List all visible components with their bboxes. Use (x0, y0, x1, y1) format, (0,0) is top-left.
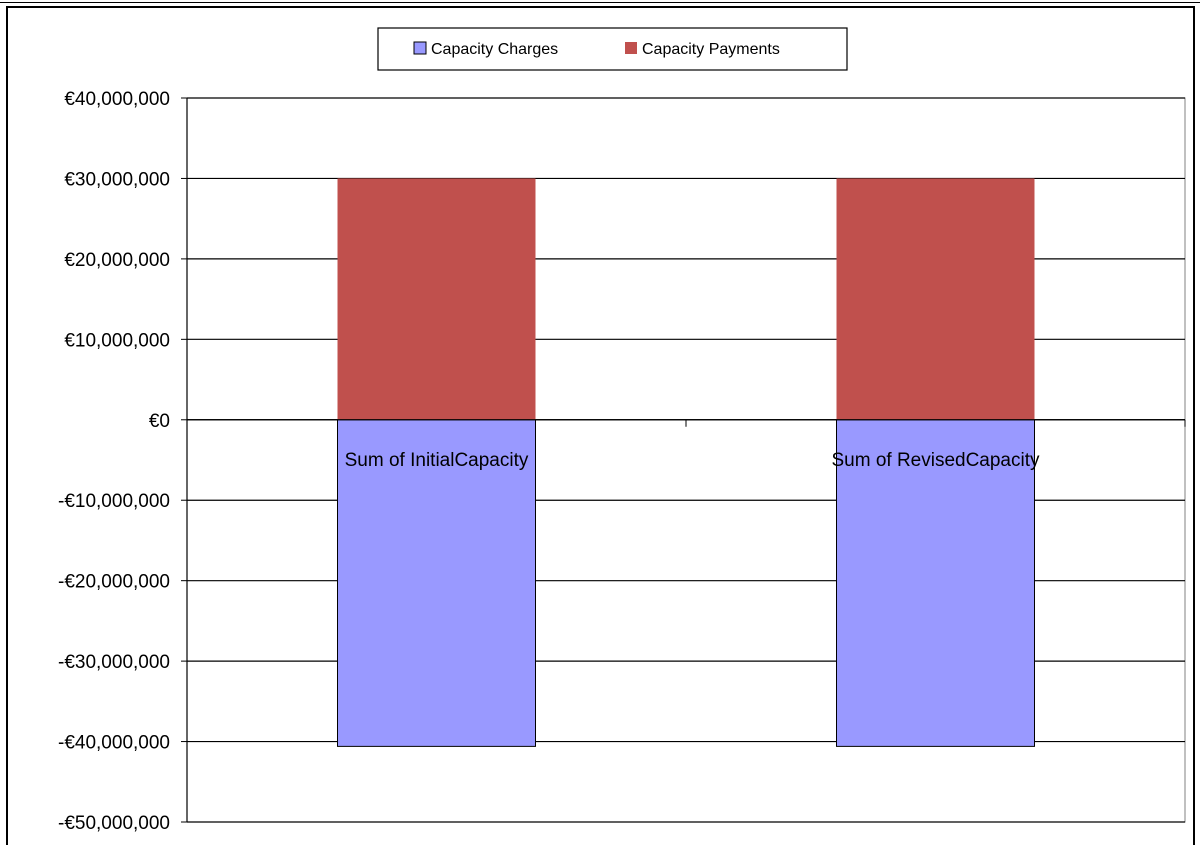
legend-swatch-capacity-charges (413, 41, 427, 55)
y-tick-label: -€10,000,000 (58, 491, 170, 512)
bar-capacity-charges-2 (836, 419, 1035, 747)
legend-swatch-capacity-payments (625, 42, 637, 54)
category-label: Sum of InitialCapacity (345, 450, 529, 471)
bar-capacity-charges-1 (337, 419, 536, 747)
y-tick-label: -€50,000,000 (58, 813, 170, 834)
y-tick-label: €0 (149, 411, 170, 432)
y-tick-label: -€20,000,000 (58, 572, 170, 593)
category-label: Sum of RevisedCapacity (831, 450, 1040, 471)
legend-box (377, 27, 848, 71)
y-tick-label: €20,000,000 (64, 250, 170, 271)
y-tick-label: €40,000,000 (64, 89, 170, 110)
legend-label-capacity-payments: Capacity Payments (642, 41, 780, 58)
bar-capacity-payments-2 (836, 178, 1035, 420)
bars (337, 178, 1035, 747)
y-tick-label: -€40,000,000 (58, 733, 170, 754)
axes (181, 97, 1186, 823)
legend: Capacity Charges Capacity Payments (377, 27, 848, 71)
y-tick-label: €30,000,000 (64, 169, 170, 190)
y-tick-label: €10,000,000 (64, 330, 170, 351)
y-tick-label: -€30,000,000 (58, 652, 170, 673)
bar-capacity-payments-1 (337, 178, 536, 420)
legend-label-capacity-charges: Capacity Charges (431, 41, 558, 58)
labels: €40,000,000 €30,000,000 €20,000,000 €10,000… (58, 89, 1040, 834)
